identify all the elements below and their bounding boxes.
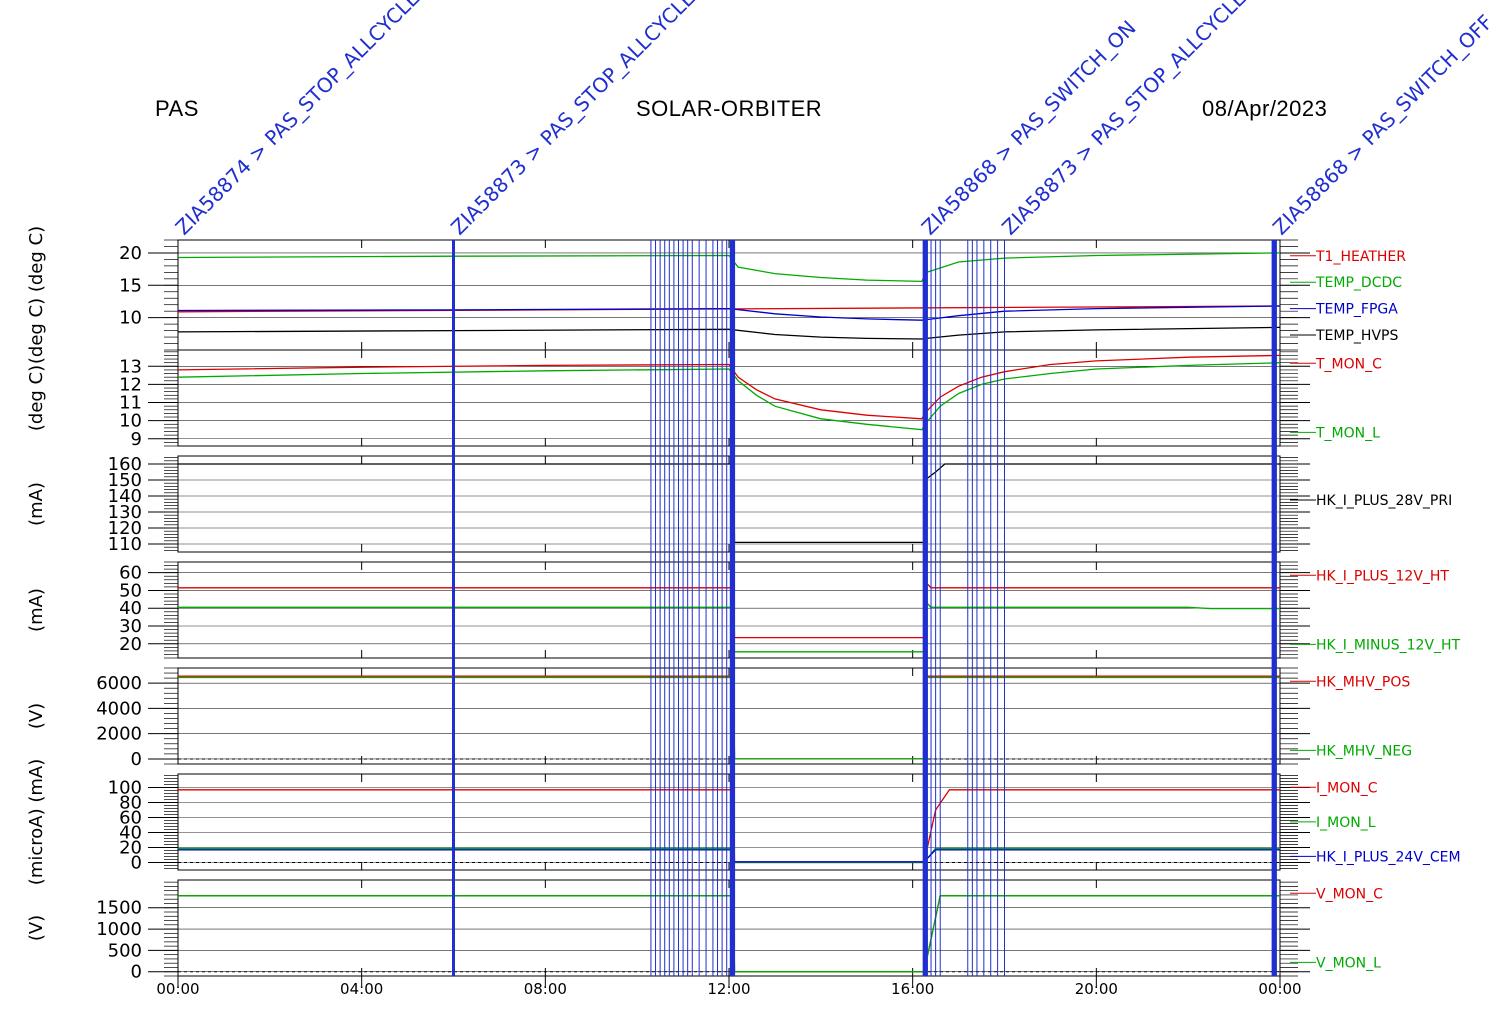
legend-entry: V_MON_L — [1316, 955, 1381, 971]
y-axis-label: (mA) — [26, 588, 47, 632]
legend-entry: T_MON_C — [1315, 356, 1382, 372]
y-axis-label: (deg C) (deg C) — [26, 226, 47, 364]
y-axis-label: (mA) — [26, 482, 47, 526]
legend-entry: T1_HEATHER — [1315, 249, 1406, 265]
legend-entry: HK_I_PLUS_24V_CEM — [1316, 849, 1461, 865]
series-line-v_mon_c — [178, 895, 1280, 973]
y-tick-label: 0 — [131, 749, 142, 770]
header-date: 08/Apr/2023 — [1202, 96, 1328, 121]
y-tick-label: 1000 — [96, 919, 142, 940]
y-tick-label: 150 — [108, 470, 142, 491]
y-tick-label: 50 — [119, 580, 142, 601]
y-tick-label: 100 — [108, 778, 142, 799]
legend-entry: I_MON_C — [1316, 780, 1378, 796]
y-tick-label: 120 — [108, 518, 142, 539]
panel-frame — [177, 773, 1281, 871]
event-label: ZIA58873 > PAS_STOP_ALLCYCLE — [446, 0, 700, 240]
y-axis-label: (V) — [26, 915, 47, 941]
legend-entry: TEMP_DCDC — [1315, 275, 1402, 291]
y-axis-label: (microA) (mA) — [26, 759, 47, 885]
legend-entry: V_MON_C — [1316, 886, 1383, 902]
header-mission: SOLAR-ORBITER — [636, 96, 823, 121]
series-line-v_mon_l — [178, 895, 1280, 973]
y-tick-label: 10 — [119, 411, 142, 432]
y-tick-label: 15 — [119, 275, 142, 296]
series-line-temp_fpga — [177, 305, 1281, 321]
header-instrument: PAS — [155, 96, 199, 121]
series-line-hk_i_minus_12v_ht — [178, 599, 1280, 653]
y-tick-label: 12 — [119, 374, 142, 395]
y-axis-label: (deg C) — [26, 365, 47, 431]
y-tick-label: 1500 — [96, 898, 142, 919]
series-line-temp_dcdc — [177, 252, 1281, 283]
y-tick-label: 0 — [131, 853, 142, 874]
y-tick-label: 11 — [119, 393, 142, 414]
panel-frame — [177, 667, 1281, 765]
y-tick-label: 500 — [108, 940, 142, 961]
y-tick-label: 20 — [119, 634, 142, 655]
y-tick-label: 40 — [119, 598, 142, 619]
y-tick-label: 160 — [108, 454, 142, 475]
legend-entry: HK_MHV_NEG — [1316, 743, 1412, 759]
legend-entry: TEMP_FPGA — [1315, 302, 1398, 318]
panel-1: 20 15 10 (deg C) (deg C) T1_HEATHER TEMP_DCDC… — [26, 226, 1406, 364]
y-tick-label: 20 — [119, 243, 142, 264]
x-tick-label: 20:00 — [1075, 980, 1118, 998]
y-tick-label: 0 — [131, 962, 142, 983]
y-tick-label: 2000 — [96, 724, 142, 745]
y-tick-label: 40 — [119, 823, 142, 844]
y-tick-label: 60 — [119, 808, 142, 829]
x-axis: 00:00 04:00 08:00 12:00 16:00 20:00 00:00 — [156, 976, 1302, 998]
series-line-t_mon_l — [177, 362, 1281, 431]
event-label: ZIA58868 > PAS_SWITCH_OFF — [1268, 10, 1498, 240]
series-line-i_mon_c — [178, 789, 1280, 864]
panel-frame — [177, 879, 1281, 977]
x-tick-label: 12:00 — [707, 980, 750, 998]
y-tick-label: 110 — [108, 534, 142, 555]
panel-frame — [177, 455, 1281, 553]
x-tick-label: 16:00 — [891, 980, 934, 998]
event-label: ZIA58874 > PAS_STOP_ALLCYCLE — [171, 0, 425, 240]
legend-entry: HK_MHV_POS — [1316, 674, 1410, 690]
events-layer: ZIA58874 > PAS_STOP_ALLCYCLE ZIA58873 > P… — [171, 0, 1498, 976]
y-tick-label: 10 — [119, 308, 142, 329]
legend-entry: HK_I_PLUS_28V_PRI — [1316, 493, 1452, 509]
series-line-hk_i_plus_28v_pri — [178, 463, 1280, 544]
y-tick-label: 4000 — [96, 698, 142, 719]
series-line-hk_mhv_neg — [178, 676, 1280, 760]
y-axis-label: (V) — [26, 703, 47, 729]
series-line-t_mon_c — [177, 354, 1281, 420]
y-tick-label: 20 — [119, 838, 142, 859]
series-line-hk_mhv_pos — [178, 675, 1280, 760]
y-tick-label: 30 — [119, 616, 142, 637]
legend-entry: HK_I_PLUS_12V_HT — [1316, 568, 1449, 584]
x-tick-label: 00:00 — [1258, 980, 1301, 998]
y-tick-label: 6000 — [96, 673, 142, 694]
y-tick-label: 9 — [131, 429, 142, 450]
legend-entry: TEMP_HVPS — [1315, 328, 1398, 344]
x-tick-label: 00:00 — [156, 980, 199, 998]
y-tick-label: 80 — [119, 793, 142, 814]
panels-layer: 20 15 10 (deg C) (deg C) T1_HEATHER TEMP_DCDC… — [26, 226, 1461, 983]
legend-entry: HK_I_MINUS_12V_HT — [1316, 637, 1461, 653]
y-tick-label: 130 — [108, 502, 142, 523]
y-tick-label: 60 — [119, 563, 142, 584]
series-line-i_mon_l — [178, 847, 1280, 864]
y-tick-label: 140 — [108, 486, 142, 507]
y-tick-label: 13 — [119, 356, 142, 377]
legend-entry: I_MON_L — [1316, 815, 1376, 831]
series-line-hk_i_plus_12v_ht — [178, 580, 1280, 639]
series-line-hk_i_plus_24v_cem — [178, 849, 1280, 863]
series-line-temp_hvps — [177, 326, 1281, 340]
legend-entry: T_MON_L — [1315, 425, 1380, 441]
panel-5: 6000 4000 2000 0 (V) HK_MHV_POS HK_MHV_NEG — [26, 667, 1412, 770]
x-tick-label: 08:00 — [524, 980, 567, 998]
x-tick-label: 04:00 — [340, 980, 383, 998]
